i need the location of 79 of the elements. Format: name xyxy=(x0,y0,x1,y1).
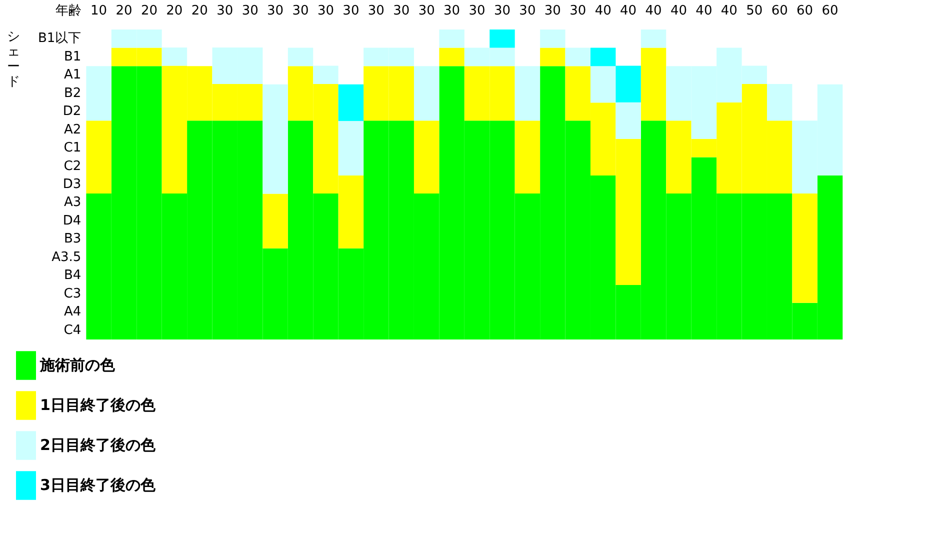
x-tick-label: 20 xyxy=(140,4,158,18)
x-tick-label: 30 xyxy=(570,4,586,18)
x-tick-label: 30 xyxy=(444,4,460,18)
bar xyxy=(414,66,440,121)
bar xyxy=(86,120,112,194)
x-tick-label: 40 xyxy=(670,4,688,18)
bar xyxy=(262,84,288,194)
x-tick-label: 30 xyxy=(418,4,435,18)
bar xyxy=(565,48,590,66)
bar xyxy=(414,120,440,194)
bar xyxy=(590,48,616,66)
text: シェード xyxy=(6,30,20,90)
text: D4 xyxy=(62,213,82,228)
text: C1 xyxy=(64,140,82,156)
x-tick-label: 60 xyxy=(796,4,814,18)
text: A1 xyxy=(64,68,82,83)
text: A3.5 xyxy=(52,250,82,265)
bar xyxy=(439,48,464,66)
x-tick-label: 30 xyxy=(342,4,360,18)
x-tick-label: 30 xyxy=(242,4,258,18)
text: A2 xyxy=(64,122,82,138)
bar xyxy=(514,66,540,121)
bar xyxy=(616,66,641,102)
bar xyxy=(540,48,566,66)
x-tick-label: 30 xyxy=(216,4,234,18)
text: D3 xyxy=(62,177,82,192)
x-tick-label: 40 xyxy=(645,4,662,18)
bar xyxy=(439,30,464,48)
x-tick-label: 40 xyxy=(720,4,738,18)
x-tick-label: 30 xyxy=(267,4,284,18)
x-tick-label: 10 xyxy=(90,4,108,18)
x-tick-label: 20 xyxy=(116,4,132,18)
text: B1以下 xyxy=(38,31,82,46)
x-tick-label: 30 xyxy=(544,4,561,18)
text: C2 xyxy=(64,158,82,174)
bar xyxy=(86,66,112,121)
legend-label: 1日目終了後の色 xyxy=(40,396,156,414)
bar xyxy=(540,30,566,48)
x-tick-label: 30 xyxy=(468,4,486,18)
bar xyxy=(514,120,540,194)
x-tick-label: 40 xyxy=(594,4,612,18)
x-tick-label: 60 xyxy=(822,4,838,18)
bar xyxy=(640,30,666,48)
bar xyxy=(338,84,364,121)
x-tick-label: 40 xyxy=(620,4,637,18)
bar xyxy=(616,102,641,139)
x-tick-label: 40 xyxy=(696,4,712,18)
legend-label: 2日目終了後の色 xyxy=(40,436,156,454)
text: C4 xyxy=(64,322,82,338)
x-tick-label: 30 xyxy=(519,4,536,18)
x-tick-label: 30 xyxy=(494,4,511,18)
x-axis-title: 年齢 xyxy=(56,4,82,18)
x-tick-label: 30 xyxy=(393,4,410,18)
x-tick-label: 50 xyxy=(746,4,763,18)
text: B3 xyxy=(64,232,82,247)
text: D2 xyxy=(62,104,82,120)
bar xyxy=(640,48,666,121)
bar xyxy=(766,84,792,121)
bar xyxy=(792,193,818,303)
x-tick-label: 30 xyxy=(317,4,334,18)
x-tick-label: 20 xyxy=(166,4,183,18)
text: B2 xyxy=(64,86,82,101)
text: A3 xyxy=(64,195,82,210)
bar xyxy=(288,48,314,66)
text: C3 xyxy=(64,286,82,302)
legend-label: 3日目終了後の色 xyxy=(40,476,156,494)
bar xyxy=(490,30,515,48)
bar xyxy=(338,120,364,176)
text: A4 xyxy=(64,304,82,320)
x-tick-label: 20 xyxy=(191,4,208,18)
bar xyxy=(313,66,338,84)
x-tick-label: 60 xyxy=(771,4,788,18)
bar xyxy=(262,194,288,248)
legend-label: 施術前の色 xyxy=(40,356,115,374)
x-tick-label: 30 xyxy=(292,4,309,18)
bar xyxy=(590,66,616,103)
x-tick-label: 30 xyxy=(368,4,384,18)
text: B1 xyxy=(64,49,82,64)
text: B4 xyxy=(64,268,82,284)
